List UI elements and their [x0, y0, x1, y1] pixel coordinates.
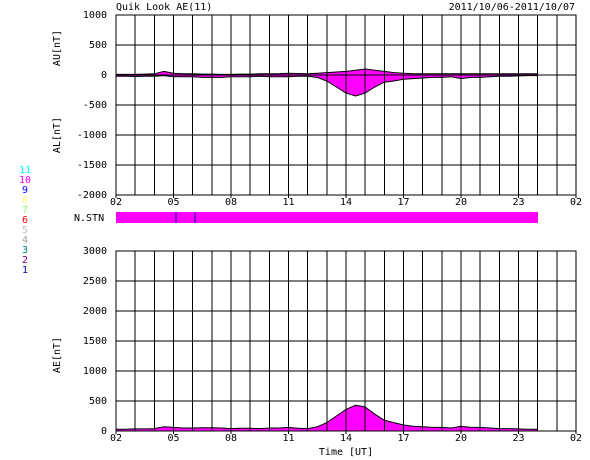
station-legend-label: 5 [22, 225, 28, 236]
plot-frame [115, 250, 577, 432]
station-legend-label: 4 [22, 235, 28, 246]
station-legend-label: 7 [22, 205, 28, 216]
y-tick-label: -2000 [77, 190, 107, 201]
x-tick-label: 02 [110, 197, 122, 208]
x-tick-label: 23 [512, 197, 524, 208]
x-tick-label: 11 [282, 433, 294, 444]
x-tick-label: 08 [225, 433, 237, 444]
y-tick-label: 500 [89, 396, 107, 407]
station-legend-label: 6 [22, 215, 28, 226]
date-range: 2011/10/06-2011/10/07 [449, 2, 575, 13]
y-tick-label: -1000 [77, 130, 107, 141]
y-tick-label: 2500 [83, 276, 107, 287]
y-tick-label: 500 [89, 40, 107, 51]
x-tick-label: 14 [340, 433, 352, 444]
y-tick-label: -1500 [77, 160, 107, 171]
y-axis-label: AU[nT] [52, 30, 63, 66]
station-label: N.STN [74, 213, 104, 224]
x-tick-label: 05 [167, 433, 179, 444]
y-tick-label: -500 [83, 100, 107, 111]
y-tick-label: 1000 [83, 10, 107, 21]
x-tick-label: 02 [570, 433, 582, 444]
series-line [116, 404, 538, 430]
y-tick-label: 1500 [83, 336, 107, 347]
x-tick-label: 14 [340, 197, 352, 208]
x-tick-label: 20 [455, 197, 467, 208]
x-tick-label: 02 [570, 197, 582, 208]
title: Quik Look AE(11) [116, 2, 212, 13]
x-tick-label: 08 [225, 197, 237, 208]
y-tick-label: 0 [101, 70, 107, 81]
station-legend-label: 3 [22, 245, 28, 256]
y-tick-label: 2000 [83, 306, 107, 317]
y-axis-label: AL[nT] [52, 117, 63, 153]
x-tick-label: 05 [167, 197, 179, 208]
station-legend-label: 11 [19, 165, 31, 176]
range-fill [116, 69, 538, 96]
series-line [116, 68, 538, 75]
series-line [116, 75, 538, 97]
station-legend-label: 10 [19, 175, 31, 186]
y-tick-label: 0 [101, 426, 107, 437]
y-tick-label: 3000 [83, 246, 107, 257]
station-legend-label: 1 [22, 265, 28, 276]
x-tick-label: 11 [282, 197, 294, 208]
x-tick-label: 20 [455, 433, 467, 444]
station-legend-label: 9 [22, 185, 28, 196]
x-axis-label: Time [UT] [319, 447, 373, 458]
y-tick-label: 1000 [83, 366, 107, 377]
y-axis-label: AE[nT] [52, 337, 63, 373]
x-tick-label: 23 [512, 433, 524, 444]
x-tick-label: 02 [110, 433, 122, 444]
x-tick-label: 17 [397, 197, 409, 208]
plot-frame [115, 14, 577, 196]
station-legend-label: 2 [22, 255, 28, 266]
station-legend-label: 8 [22, 195, 28, 206]
x-tick-label: 17 [397, 433, 409, 444]
station-bar [116, 212, 538, 223]
